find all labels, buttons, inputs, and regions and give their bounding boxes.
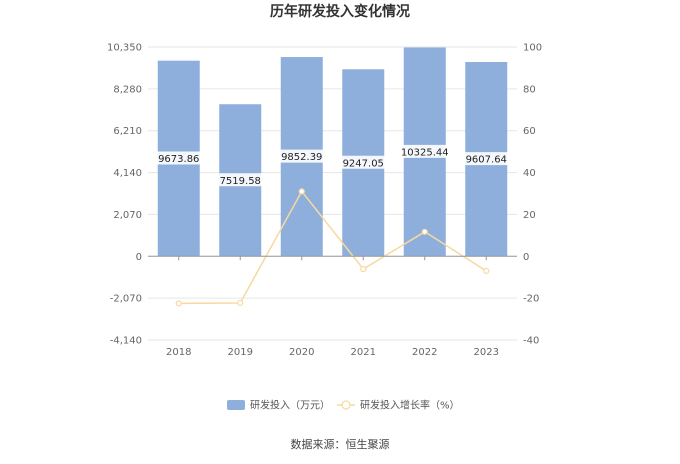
- x-tick-label: 2020: [289, 347, 314, 358]
- legend-swatch-point: [341, 400, 351, 410]
- growth-rate-point[interactable]: [360, 265, 367, 273]
- right-tick-label: 100: [523, 43, 542, 54]
- growth-rate-point[interactable]: [483, 267, 490, 275]
- growth-rate-point[interactable]: [237, 299, 244, 307]
- source-note: 数据来源：恒生聚源: [291, 437, 390, 451]
- bar-label-background: [462, 152, 511, 166]
- bar-data-label: 9247.05: [343, 158, 384, 169]
- right-tick-label: -20: [523, 294, 539, 305]
- bar-data-label: 10325.44: [401, 147, 449, 158]
- x-axis: 2018 2019 2020 2021 2022 2023: [148, 255, 517, 358]
- right-tick-label: 40: [523, 168, 536, 179]
- legend-label: 研发投入增长率（%）: [360, 399, 460, 412]
- bar-data-label: 9852.39: [281, 152, 322, 163]
- bar-data-label: 7519.58: [220, 176, 261, 187]
- growth-rate-point[interactable]: [421, 228, 428, 235]
- chart-title: 历年研发投入变化情况: [270, 3, 410, 20]
- bar-label-background: [154, 151, 203, 165]
- growth-rate-point[interactable]: [298, 188, 305, 195]
- right-axis: -40 -20 0 20 40 60 80 100: [523, 43, 542, 347]
- line-series: [175, 188, 490, 307]
- bar-data-label: 9607.64: [466, 155, 507, 166]
- bar-label-background: [339, 155, 388, 169]
- bar-series: [157, 47, 508, 257]
- right-tick-label: 0: [523, 252, 529, 263]
- grid-lines: [148, 46, 517, 341]
- bar-data-label: 9673.86: [158, 154, 199, 165]
- left-tick-label: -2,070: [110, 294, 142, 305]
- left-tick-label: 4,140: [113, 168, 142, 179]
- left-tick-label: 6,210: [113, 126, 142, 137]
- left-axis: -4,140 -2,070 0 2,070 4,140 6,210 8,280 10,350: [107, 43, 142, 347]
- growth-rate-point[interactable]: [175, 300, 182, 307]
- x-tick-label: 2021: [351, 347, 376, 358]
- bar-labels: 9673.86 7519.58 9852.39 9247.05 10325.44 9607…: [154, 144, 511, 187]
- right-tick-label: 20: [523, 210, 536, 221]
- bar-label-background: [277, 149, 326, 163]
- legend-item-rd-investment[interactable]: 研发投入（万元）: [227, 399, 330, 412]
- bar-label-background: [397, 144, 452, 158]
- right-tick-label: -40: [523, 336, 539, 347]
- left-tick-label: -4,140: [110, 336, 142, 347]
- left-tick-label: 0: [136, 252, 142, 263]
- legend-swatch-bar: [227, 400, 245, 410]
- x-tick-label: 2023: [474, 347, 499, 358]
- x-tick-label: 2022: [412, 347, 437, 358]
- right-tick-label: 80: [523, 84, 536, 95]
- legend-label: 研发投入（万元）: [250, 399, 330, 412]
- bar-label-background: [216, 173, 265, 187]
- left-tick-label: 8,280: [113, 84, 142, 95]
- x-tick-label: 2019: [228, 347, 253, 358]
- x-tick-label: 2018: [166, 347, 191, 358]
- left-tick-label: 10,350: [107, 43, 142, 54]
- right-tick-label: 60: [523, 126, 536, 137]
- legend[interactable]: 研发投入（万元） 研发投入增长率（%）: [227, 399, 460, 412]
- left-tick-label: 2,070: [113, 210, 142, 221]
- growth-rate-line: [178, 190, 487, 305]
- legend-item-growth-rate[interactable]: 研发投入增长率（%）: [337, 399, 460, 412]
